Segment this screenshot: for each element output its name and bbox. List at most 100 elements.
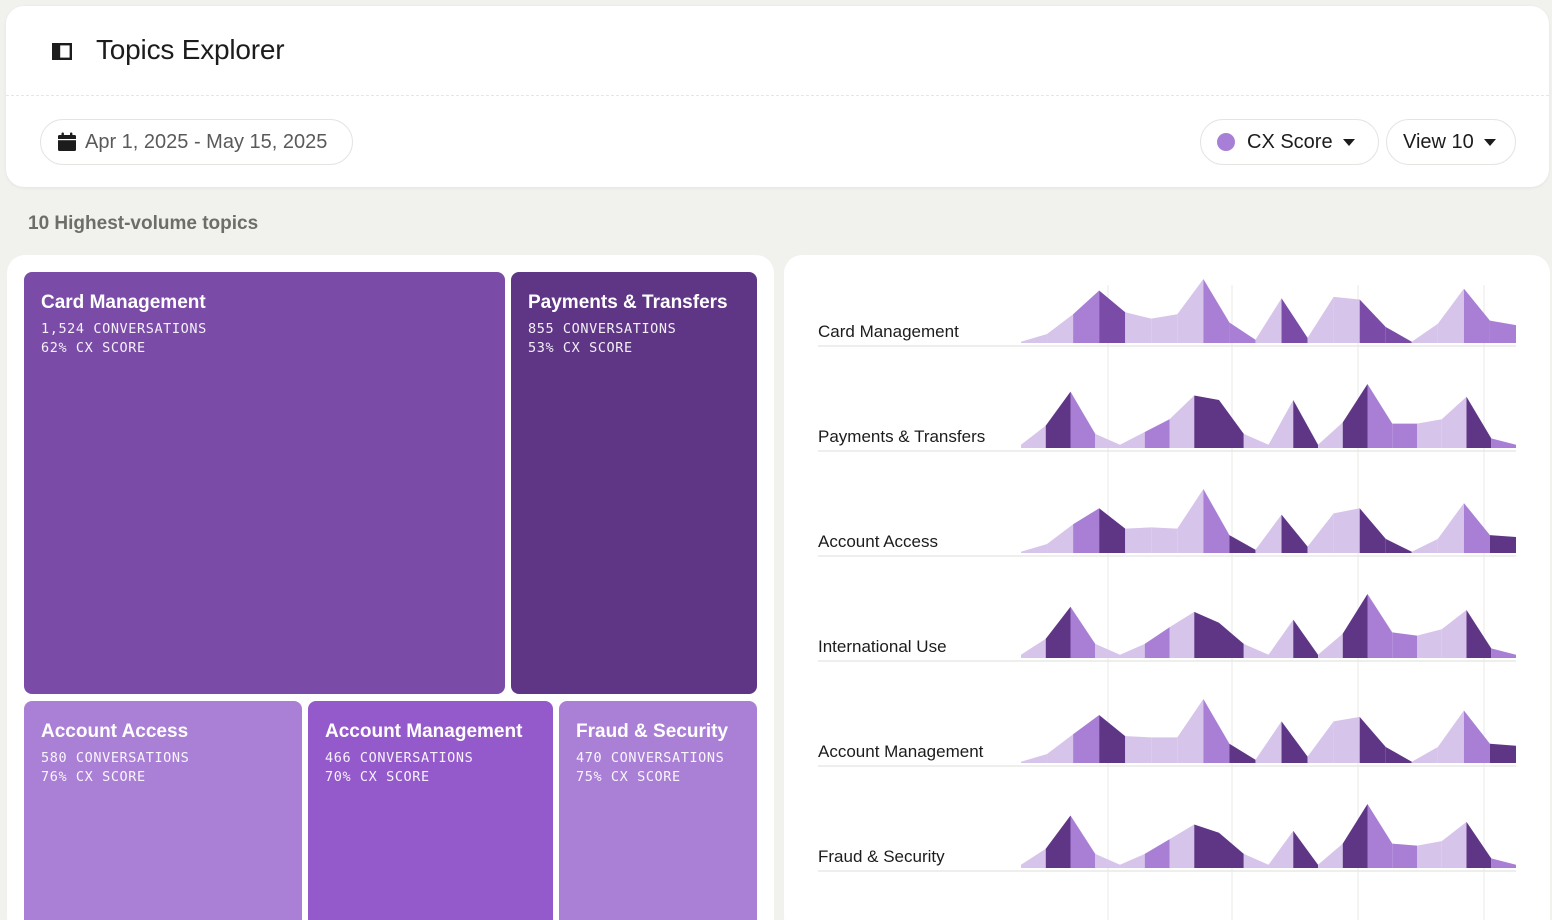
- sparkline-segment: [1318, 633, 1343, 658]
- sparkline-segment: [1281, 514, 1308, 553]
- sparkline-segment: [1047, 524, 1074, 553]
- tile-cx-score: 76% CX SCORE: [41, 769, 146, 785]
- sparkline-segment: [1151, 314, 1178, 343]
- sparkline-segment: [1047, 734, 1074, 763]
- sparkline-row[interactable]: Card Management: [818, 279, 1516, 347]
- sparkline-segment: [1333, 296, 1360, 343]
- sparkline-segment: [1463, 710, 1490, 763]
- sparkline-segment: [1177, 699, 1204, 763]
- tile-topic-name: Account Access: [41, 721, 189, 742]
- sparkline-segment: [1333, 508, 1360, 553]
- sparkline-segment: [1489, 535, 1516, 553]
- sparkline-segment: [1229, 322, 1256, 343]
- treemap-card: Card Management 1,524 CONVERSATIONS 62% …: [7, 255, 774, 920]
- sparkline-segment: [1194, 395, 1219, 448]
- chevron-down-icon: [1483, 138, 1496, 146]
- sparkline-segment: [1219, 622, 1244, 658]
- sparkline-segment: [1268, 400, 1294, 448]
- sparkline-segment: [1099, 290, 1126, 343]
- treemap-tile[interactable]: Card Management 1,524 CONVERSATIONS 62% …: [24, 272, 505, 694]
- sparkline-segment: [1021, 544, 1048, 553]
- tile-conversations: 466 CONVERSATIONS: [325, 750, 474, 766]
- sparkline-segment: [1367, 594, 1393, 658]
- sparkline-row[interactable]: International Use: [818, 594, 1516, 662]
- sparkline-segment: [1070, 391, 1096, 448]
- sparkline-segment: [1070, 606, 1096, 658]
- sparkline-segment: [1318, 843, 1343, 868]
- treemap-tile[interactable]: Fraud & Security 470 CONVERSATIONS 75% C…: [559, 701, 757, 920]
- calendar-icon: [58, 132, 76, 151]
- sparkline-segment: [1411, 323, 1438, 343]
- treemap-tile[interactable]: Account Access 580 CONVERSATIONS 76% CX …: [24, 701, 302, 920]
- sparkline-segment: [1120, 432, 1145, 448]
- sparkline-row[interactable]: Account Management: [818, 699, 1516, 767]
- sparkline-segment: [1463, 503, 1490, 553]
- sparkline-segment: [1281, 721, 1308, 763]
- sparkline-segment: [1144, 839, 1170, 868]
- sparkline-segment: [1307, 296, 1334, 343]
- sparkline-segment: [1229, 535, 1256, 553]
- sparkline-segment: [1466, 821, 1492, 868]
- sparkline-chart: Card Management Payments & Transfers Accou…: [818, 279, 1516, 920]
- sparkline-segment: [1073, 715, 1100, 763]
- sparkline-segment: [1489, 743, 1516, 763]
- sparkline-segment: [1203, 699, 1230, 763]
- sparkline-label: Account Access: [818, 532, 938, 551]
- sparkline-segment: [1219, 400, 1244, 448]
- tile-cx-score: 62% CX SCORE: [41, 340, 146, 356]
- treemap-tile[interactable]: Account Management 466 CONVERSATIONS 70%…: [308, 701, 553, 920]
- sparkline-segment: [1203, 279, 1230, 343]
- view-count-selector[interactable]: View 10: [1386, 119, 1516, 165]
- sparkline-segment: [1243, 433, 1269, 448]
- sparkline-segment: [1359, 716, 1386, 763]
- sparkline-segment: [1144, 419, 1170, 448]
- sparkline-segment: [1293, 830, 1318, 868]
- metric-selector[interactable]: CX Score: [1200, 119, 1379, 165]
- sparkline-row[interactable]: Account Access: [818, 489, 1516, 557]
- sparkline-segment: [1385, 538, 1412, 553]
- sparkline-segment: [1411, 747, 1438, 763]
- chevron-down-icon: [1342, 138, 1355, 146]
- sparkline-segment: [1342, 384, 1368, 448]
- sparkline-segment: [1125, 527, 1152, 553]
- view-count-label: View 10: [1403, 130, 1474, 153]
- metric-color-dot: [1217, 133, 1235, 151]
- sparkline-label: Account Management: [818, 742, 984, 761]
- treemap-tile[interactable]: Payments & Transfers 855 CONVERSATIONS 5…: [511, 272, 757, 694]
- sparkline-segment: [1021, 754, 1048, 763]
- sparkline-segment: [1255, 721, 1282, 763]
- sparkline-segment: [1194, 824, 1219, 868]
- sparkline-segment: [1151, 737, 1178, 763]
- sparkline-label: International Use: [818, 637, 947, 656]
- sparkline-segment: [1099, 715, 1126, 763]
- sparkline-segment: [1417, 419, 1442, 448]
- sparkline-segment: [1437, 503, 1464, 553]
- sparkline-segment: [1045, 391, 1071, 448]
- sparkline-row[interactable]: Fraud & Security: [818, 804, 1516, 872]
- sparkline-segment: [1169, 824, 1195, 868]
- sparkline-segment: [1268, 619, 1294, 658]
- tile-topic-name: Card Management: [41, 292, 206, 313]
- sparkline-segment: [1342, 594, 1368, 658]
- sparkline-segment: [1463, 288, 1490, 343]
- sparkline-segment: [1125, 736, 1152, 763]
- sparkline-segment: [1194, 611, 1219, 658]
- sparkline-segment: [1307, 513, 1334, 553]
- sparkline-segment: [1021, 848, 1046, 868]
- sparkline-segment: [1392, 843, 1417, 868]
- sparkline-segment: [1437, 710, 1464, 763]
- tile-conversations: 855 CONVERSATIONS: [528, 321, 677, 337]
- sparkline-segment: [1229, 743, 1256, 763]
- date-range-picker[interactable]: Apr 1, 2025 - May 15, 2025: [40, 119, 353, 165]
- sparkline-segment: [1385, 747, 1412, 763]
- date-range-label: Apr 1, 2025 - May 15, 2025: [85, 130, 328, 153]
- sparkline-segment: [1307, 721, 1334, 763]
- sparkline-segment: [1441, 396, 1467, 448]
- sparkline-segment: [1219, 832, 1244, 868]
- sparkline-segment: [1045, 606, 1071, 658]
- sidebar-toggle-icon[interactable]: [52, 43, 72, 60]
- sparkline-segment: [1411, 538, 1438, 553]
- sparkline-segment: [1392, 423, 1417, 448]
- sparkline-segment: [1255, 514, 1282, 553]
- sparkline-row[interactable]: Payments & Transfers: [818, 384, 1516, 452]
